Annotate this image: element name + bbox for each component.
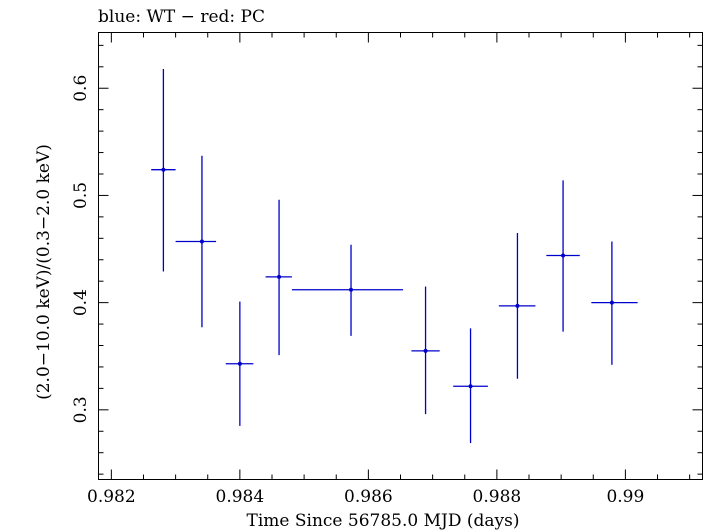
data-point: [411, 286, 440, 415]
data-point: [591, 241, 638, 365]
x-axis-label: Time Since 56785.0 MJD (days): [247, 511, 520, 531]
point-marker: [161, 167, 166, 172]
point-marker: [515, 303, 520, 308]
data-point: [151, 68, 176, 272]
x-tick-label: 0.986: [344, 487, 393, 507]
x-tick-label: 0.99: [606, 487, 644, 507]
data-point: [453, 328, 488, 444]
y-axis-label: (2.0−10.0 keV)/(0.3−2.0 keV): [34, 144, 54, 400]
y-tick-label: 0.6: [71, 75, 91, 102]
point-marker: [349, 287, 354, 292]
y-tick-label: 0.3: [71, 396, 91, 423]
chart-title: blue: WT − red: PC: [98, 7, 265, 27]
point-marker: [423, 348, 428, 353]
y-tick-label: 0.5: [71, 182, 91, 209]
data-point: [265, 199, 292, 356]
point-marker: [277, 274, 282, 279]
x-tick-label: 0.984: [216, 487, 265, 507]
point-marker: [561, 253, 566, 258]
data-series: [151, 68, 638, 444]
x-tick-label: 0.982: [87, 487, 136, 507]
y-axis: 0.3 0.4 0.5 0.6: [71, 44, 703, 475]
x-axis: 0.982 0.984 0.986 0.988 0.99: [87, 32, 691, 507]
data-point: [291, 244, 404, 336]
y-tick-label: 0.4: [71, 289, 91, 316]
point-marker: [468, 384, 473, 389]
point-marker: [609, 300, 614, 305]
x-tick-label: 0.988: [473, 487, 522, 507]
point-marker: [237, 361, 242, 366]
data-point: [225, 301, 254, 426]
point-marker: [199, 239, 204, 244]
data-point: [498, 232, 536, 379]
data-point: [175, 155, 217, 328]
data-point: [546, 180, 580, 332]
